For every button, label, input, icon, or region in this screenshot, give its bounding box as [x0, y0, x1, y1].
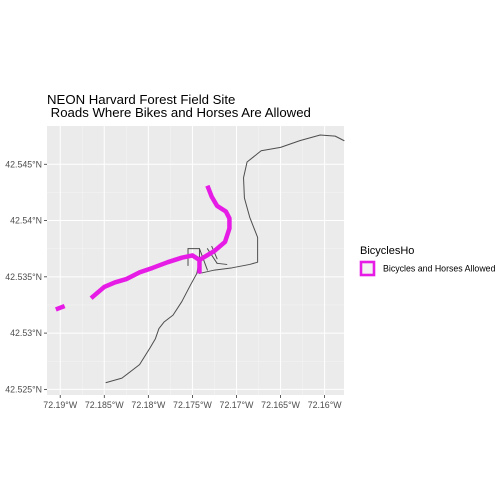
plot-panel	[47, 126, 344, 395]
road-segment	[187, 248, 208, 271]
y-tick-label: 42.535°N	[5, 272, 42, 282]
bike-horse-road-segment	[89, 253, 202, 300]
road-segment	[216, 262, 228, 265]
road-segment	[206, 248, 218, 264]
y-tick-label: 42.53°N	[10, 328, 42, 338]
bike-horse-road-segment	[198, 184, 232, 262]
x-tick-label: 72.165°W	[261, 400, 300, 410]
legend-key-swatch	[359, 260, 376, 277]
y-tick-label: 42.525°N	[5, 384, 42, 394]
x-tick-label: 72.19°W	[43, 400, 78, 410]
road-segment	[105, 248, 200, 384]
x-tick-label: 72.17°W	[220, 400, 255, 410]
legend-title: BicyclesHo	[360, 245, 414, 257]
y-tick-label: 42.545°N	[5, 159, 42, 169]
chart-title: NEON Harvard Forest Field Site	[47, 92, 235, 107]
legend-entry-label: Bicycles and Horses Allowed	[383, 264, 496, 274]
x-tick-label: 72.16°W	[308, 400, 343, 410]
x-tick-label: 72.185°W	[85, 400, 124, 410]
x-tick-label: 72.18°W	[131, 400, 166, 410]
axes: 72.19°W 72.185°W 72.18°W 72.175°W 72.17°W 72.…	[5, 159, 342, 410]
road-segment	[198, 134, 345, 274]
bike-horse-road-segment	[55, 303, 66, 312]
y-tick-label: 42.54°N	[10, 216, 42, 226]
x-tick-label: 72.175°W	[173, 400, 212, 410]
chart-subtitle: Roads Where Bikes and Horses Are Allowed	[47, 105, 311, 120]
legend: BicyclesHo Bicycles and Horses Allowed	[359, 245, 496, 277]
road-lines	[55, 134, 345, 384]
